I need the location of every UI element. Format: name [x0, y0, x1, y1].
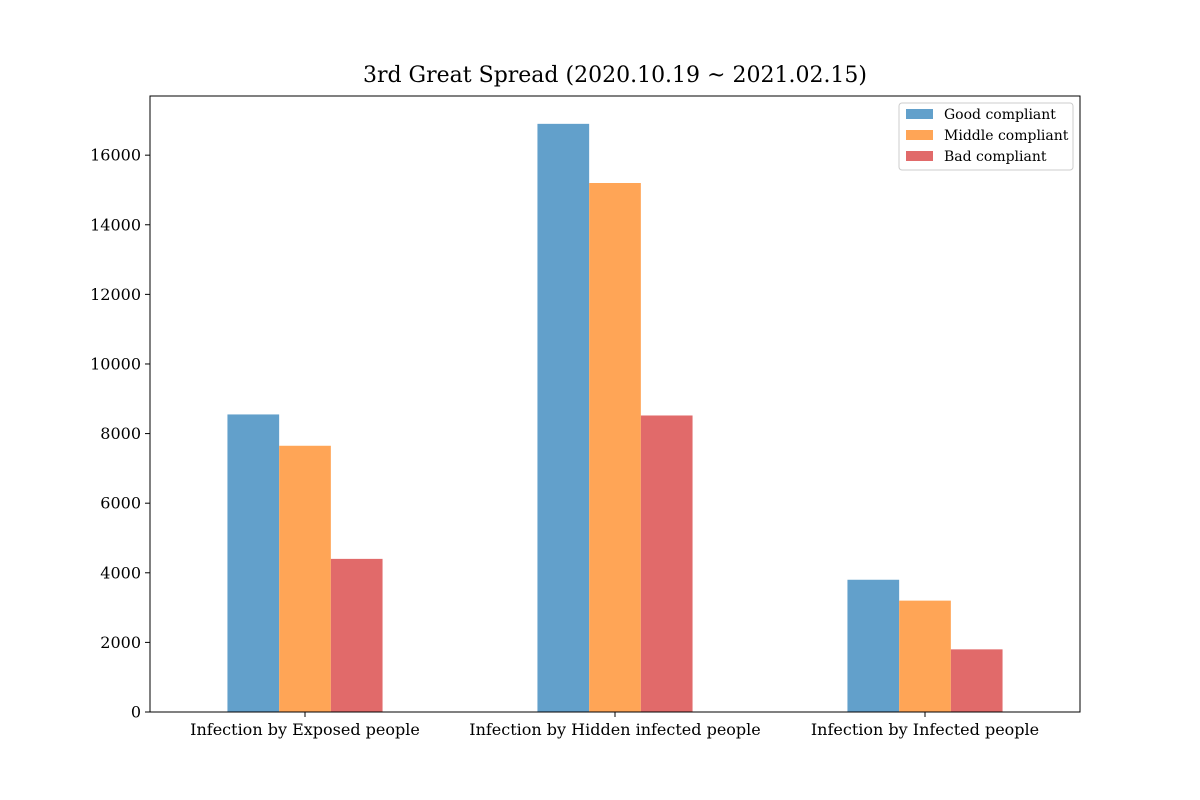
- y-tick-label: 6000: [100, 494, 141, 513]
- y-tick-label: 12000: [90, 285, 141, 304]
- bar-bad-compliant-2: [640, 415, 693, 712]
- bar-bad-compliant-1: [330, 558, 383, 712]
- legend: Good compliant Middle compliant Bad compli…: [898, 102, 1074, 171]
- bars-layer: [227, 123, 1003, 713]
- x-tick-label: Infection by Hidden infected people: [469, 720, 761, 739]
- legend-box: [898, 102, 1074, 171]
- y-tick-label: 0: [131, 703, 141, 722]
- y-tick-label: 4000: [100, 563, 141, 582]
- y-tick-label: 8000: [100, 424, 141, 443]
- legend-swatch: [906, 109, 933, 119]
- bar-good-compliant-3: [847, 579, 900, 712]
- bar-bad-compliant-3: [950, 649, 1003, 712]
- legend-swatch: [906, 151, 933, 161]
- bar-middle-compliant-3: [899, 600, 951, 712]
- x-tick-label: Infection by Exposed people: [190, 720, 420, 739]
- legend-label: Good compliant: [944, 107, 1056, 123]
- legend-label: Bad compliant: [944, 149, 1047, 165]
- legend-label: Middle compliant: [944, 128, 1069, 144]
- x-tick-label: Infection by Infected people: [811, 720, 1039, 739]
- y-tick-label: 16000: [90, 146, 141, 165]
- chart-title: 3rd Great Spread (2020.10.19 ~ 2021.02.1…: [363, 63, 867, 88]
- legend-swatch: [906, 130, 933, 140]
- axes-layer: 0 2000 4000 6000 8000 10000 12000 14000 16000 Inf…: [90, 95, 1081, 739]
- bar-good-compliant-2: [537, 123, 590, 713]
- bar-middle-compliant-2: [589, 183, 641, 713]
- y-tick-label: 14000: [90, 215, 141, 234]
- bar-good-compliant-1: [227, 414, 280, 712]
- y-tick-label: 2000: [100, 633, 141, 652]
- y-tick-label: 10000: [90, 354, 141, 373]
- bar-middle-compliant-1: [279, 445, 331, 712]
